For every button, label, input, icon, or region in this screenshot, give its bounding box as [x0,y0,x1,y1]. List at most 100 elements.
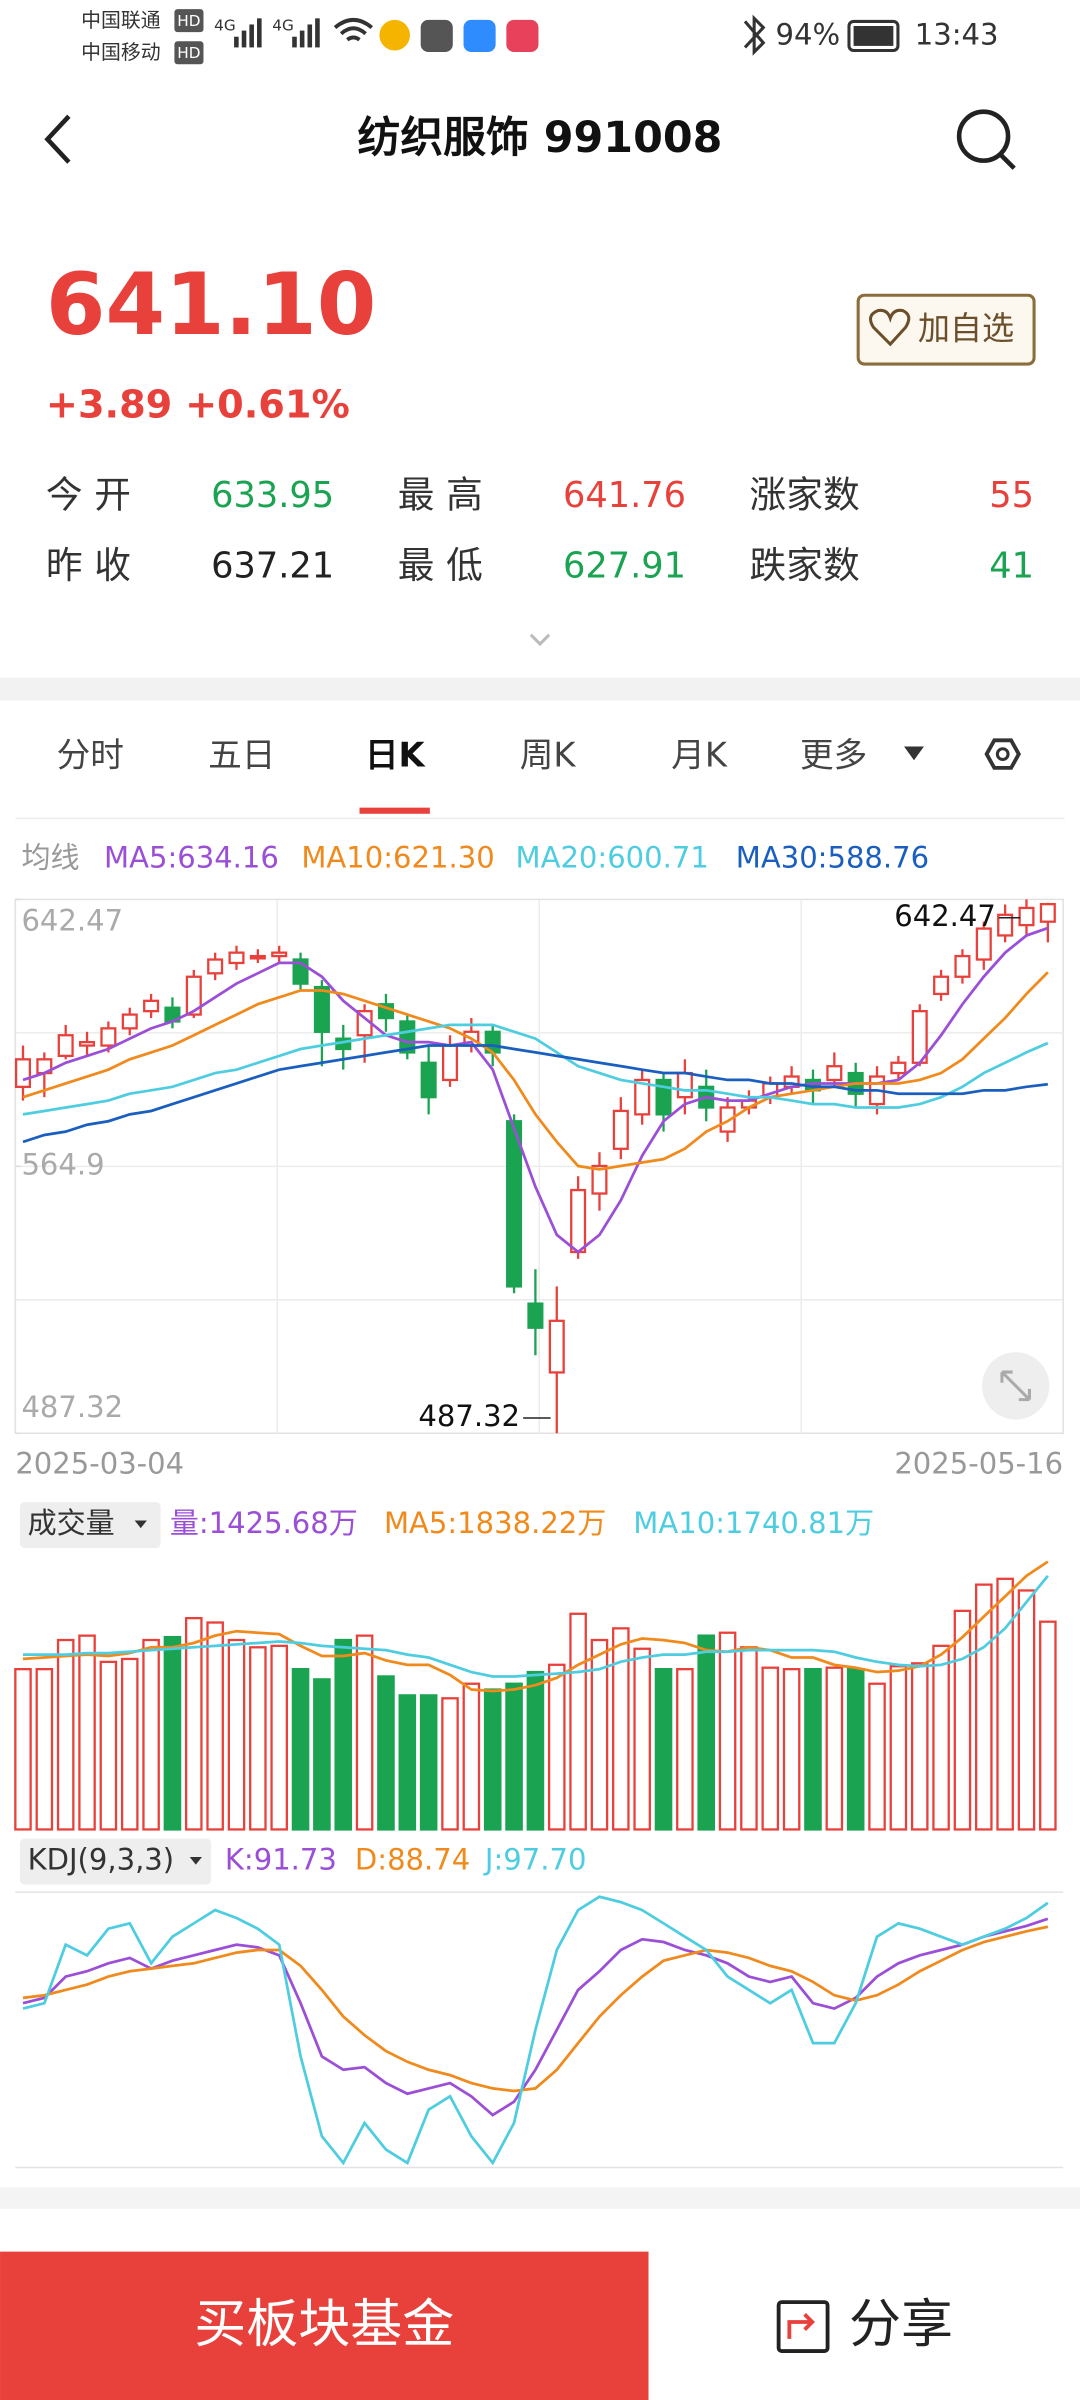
divider [0,677,1080,701]
volume-bar [355,1634,374,1831]
volume-bar [291,1668,310,1831]
settings-dot [995,747,1010,761]
network: 4G [214,17,236,35]
volume-bar [227,1638,246,1831]
app-icon [420,19,453,53]
tab[interactable]: 月K [671,736,728,775]
candle-body [676,1071,693,1099]
candle-body [143,999,160,1013]
indicator-line [22,1925,1049,2093]
candle-body [954,954,971,978]
volume-bar [142,1638,160,1831]
candle-body [121,1013,138,1030]
stat-value: 633.95 [211,475,334,516]
candle-body [826,1065,843,1082]
stat-label: 今 开 [46,474,131,517]
low-annotation: 487.32 [418,1399,520,1433]
candle-body [591,1164,608,1195]
badge-bg [174,41,204,65]
settings-button[interactable] [984,738,1021,770]
y-tick-label: 642.47 [21,903,123,937]
search-button[interactable] [956,109,1016,170]
candle-body [313,985,330,1033]
page-title: 纺织服饰 991008 [358,113,723,163]
tab[interactable]: 更多 [800,736,867,775]
indicator-line [22,1044,1049,1144]
buy-button[interactable] [0,2251,649,2400]
volume-selector[interactable] [19,1502,161,1548]
share-button[interactable]: 分享 [648,2251,1080,2400]
carrier: 中国联通 [81,9,161,32]
volume-bar [718,1631,737,1831]
stat-label: 最 低 [398,544,483,587]
tab-indicator [359,807,430,814]
high-annotation: 642.47 [894,899,996,933]
volume-bar [398,1694,417,1831]
candle-body [79,1040,96,1047]
volume-bar [56,1638,75,1831]
legend-entry: D:88.74 [355,1843,470,1877]
candle-body [1018,906,1035,927]
tab[interactable]: 五日 [208,736,275,775]
tab[interactable]: 周K [520,736,577,775]
indicator-line [22,1574,1049,1678]
volume-bar [654,1668,673,1831]
volume-bar [270,1644,288,1831]
volume-bar [868,1682,886,1831]
fullscreen-button[interactable] [982,1352,1050,1420]
volume-bar [483,1688,502,1831]
battery-icon [847,19,900,53]
volume-bar [569,1612,587,1831]
tabs: 分时 五日 日K 周K 月K 更多 [57,736,867,814]
legend-entry: MA20:600.71 [516,841,709,875]
stat-value: 55 [989,475,1034,516]
stats: 今 开 633.95 最 高 641.76 涨家数 55 昨 收 637.21 最 低 627.9… [46,474,1034,587]
watchlist-button[interactable]: 加自选 [856,293,1036,366]
indicator-line [22,1895,1049,2166]
tab[interactable]: 日K [365,736,427,775]
volume-bar [889,1665,908,1831]
stat-label: 昨 收 [46,544,131,587]
candle-body [527,1302,544,1329]
kdj-legend: K:91.73 D:88.74 J:97.70 [225,1843,587,1877]
candle-body [399,1020,416,1054]
battery-fill [853,26,894,46]
volume-bar [1017,1589,1036,1831]
signal-icons [234,18,320,48]
candle-body [548,1319,565,1374]
clock: 13:43 [915,18,999,52]
volume-bar [932,1644,950,1831]
candle-body [207,958,224,975]
volume-bar [590,1638,609,1831]
kdj-selector[interactable] [19,1838,212,1885]
candle-body [249,954,266,960]
back-button[interactable] [44,114,71,164]
volume-chart [14,1560,1057,1831]
legend-entry: MA5:634.16 [104,841,279,875]
candle-body [1039,902,1056,923]
candle-body [271,951,288,958]
network: 4G [272,17,294,35]
volume-bar [206,1621,224,1831]
volume-bar [953,1609,972,1831]
volume-bar [676,1668,694,1831]
indicator-line [22,1023,1049,1116]
divider [0,2187,1080,2209]
dropdown-arrow [189,1856,202,1865]
candle-body [570,1188,587,1254]
ma-label: 均线 [21,841,79,875]
y-tick-label: 487.32 [21,1390,123,1424]
expand-chevron[interactable] [529,633,551,647]
volume-bar [996,1577,1014,1831]
bluetooth-icon [743,14,766,56]
stat-value: 627.91 [563,545,686,586]
tab[interactable]: 分时 [57,736,124,775]
legend-entry: MA10:621.30 [301,841,494,875]
candle-body [634,1078,651,1116]
volume-bar [505,1682,523,1831]
ma-legend: MA5:634.16 MA10:621.30 MA20:600.71 MA30:588… [104,841,929,875]
stat-value: 641.76 [563,475,686,516]
legend-entry: K:91.73 [225,1843,337,1877]
legend-entry: MA30:588.76 [736,841,929,875]
